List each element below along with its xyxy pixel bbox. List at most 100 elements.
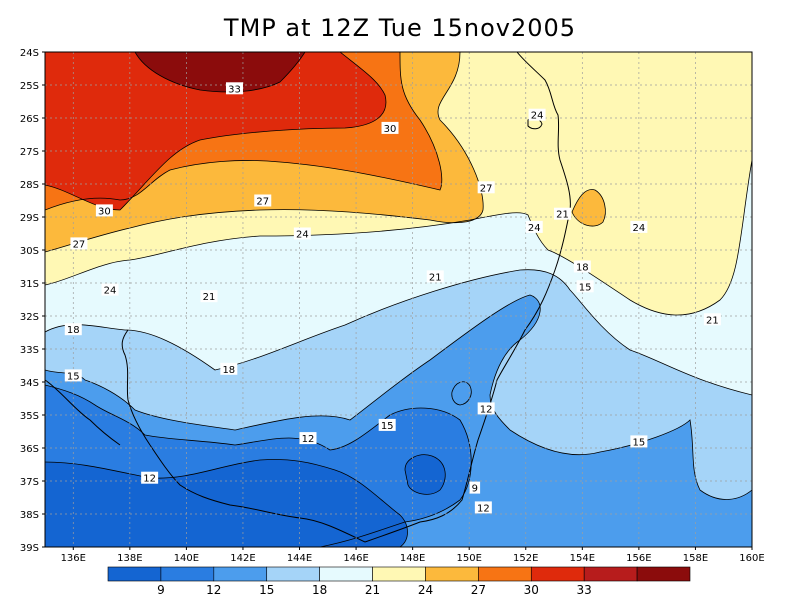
colorbar-label: 33: [577, 583, 592, 597]
contour-label: 27: [73, 239, 86, 250]
contour-label-bg: [254, 194, 272, 207]
contour-label: 33: [228, 84, 241, 95]
contour-label-bg: [528, 108, 546, 121]
contour-label-bg: [95, 204, 113, 217]
lat-tick-label: 37S: [20, 477, 39, 488]
contour-label-bg: [381, 121, 399, 134]
colorbar-label: 15: [259, 583, 274, 597]
colorbar-label: 9: [157, 583, 165, 597]
lat-tick-label: 39S: [20, 543, 39, 554]
border-line: [45, 379, 121, 446]
lon-tick-label: 150E: [456, 553, 481, 564]
contour-label-bg: [554, 207, 572, 220]
contour-label: 27: [256, 197, 269, 208]
contour-label: 15: [67, 371, 80, 382]
contour-label: 21: [429, 272, 442, 283]
contour-label: 24: [531, 111, 544, 122]
contour-label-bg: [426, 270, 444, 283]
contour-label-bg: [630, 435, 648, 448]
contour-line: [45, 459, 408, 547]
contour-label-bg: [225, 82, 243, 95]
colorbar-swatch: [583, 566, 638, 582]
colorbar: 9 12 15 18 21 24 27 30 33: [107, 566, 691, 597]
contour-label-bg: [141, 471, 159, 484]
field-9-core: [405, 454, 446, 495]
field-33-plus: [135, 52, 305, 92]
contour-label-bg: [477, 402, 495, 415]
lat-tick-label: 26S: [20, 114, 39, 125]
contour-label: 30: [98, 206, 111, 217]
colorbar-swatch: [266, 566, 320, 582]
lat-tick-label: 36S: [20, 444, 39, 455]
coastline-east: [364, 52, 571, 543]
contour-label: 12: [477, 503, 490, 514]
contour-label-bg: [630, 220, 648, 233]
contour-labels: 33 30 30 27 27 27 24 24 24 24 24 21 21 21 21 18 18 18 15 15…: [64, 82, 721, 514]
colorbar-swatch: [372, 566, 426, 582]
coastline-south: [149, 444, 366, 543]
contour-label: 12: [302, 434, 315, 445]
contour-line: [45, 159, 752, 316]
lat-tick-label: 31S: [20, 279, 39, 290]
lat-tick-label: 32S: [20, 312, 39, 323]
contour-label-bg: [474, 501, 492, 514]
lon-tick-label: 146E: [343, 553, 368, 564]
lat-tick-label: 35S: [20, 411, 39, 422]
contour-label-bg: [469, 481, 481, 494]
lat-tick-label: 27S: [20, 147, 39, 158]
contour-label: 21: [556, 210, 569, 221]
contour-label-bg: [200, 290, 218, 303]
field-lowest-left: [45, 459, 408, 547]
shaded-fields: [45, 52, 752, 547]
contour-line: [45, 269, 752, 396]
map-frame: [44, 51, 753, 548]
contour-label: 18: [576, 263, 589, 274]
lon-tick-label: 154E: [570, 553, 595, 564]
lon-tick-label: 158E: [683, 553, 708, 564]
contour-label: 24: [104, 286, 117, 297]
colorbar-swatch: [319, 566, 373, 582]
lat-tick-label: 30S: [20, 246, 39, 257]
colorbar-swatch: [160, 566, 215, 582]
contour-label: 12: [480, 404, 493, 415]
contour-label: 30: [384, 124, 397, 135]
colorbar-swatch: [530, 566, 585, 582]
contour-line: [45, 294, 752, 500]
contour-label: 15: [633, 437, 646, 448]
contour-label: 18: [222, 365, 235, 376]
contour-label-bg: [573, 260, 591, 273]
border-line: [121, 329, 151, 446]
colorbar-swatch: [107, 566, 162, 582]
lon-tick-label: 148E: [400, 553, 425, 564]
contour-label: 21: [706, 315, 719, 326]
latitude-labels: 24S 25S 26S 27S 28S 29S 30S 31S 32S 33S 34S 35S 36S 3…: [20, 48, 45, 554]
lon-tick-label: 144E: [287, 553, 312, 564]
colorbar-label: 27: [471, 583, 486, 597]
colorbar-label: 18: [312, 583, 327, 597]
lat-tick-label: 29S: [20, 213, 39, 224]
contour-label-bg: [64, 323, 82, 336]
contour-label-bg: [70, 237, 88, 250]
chart-title: TMP at 12Z Tue 15nov2005: [223, 14, 577, 42]
colorbar-swatch: [213, 566, 268, 582]
lat-tick-label: 28S: [20, 180, 39, 191]
field-15-18-island: [451, 381, 472, 405]
coastline: [45, 52, 571, 543]
contour-label-bg: [299, 432, 317, 445]
lon-tick-label: 136E: [61, 553, 86, 564]
contour-label-bg: [220, 362, 238, 375]
colorbar-swatch: [478, 566, 532, 582]
lon-tick-label: 138E: [117, 553, 142, 564]
contour-line: [45, 384, 472, 547]
lat-tick-label: 34S: [20, 378, 39, 389]
contour-label-bg: [477, 181, 495, 194]
lon-tick-label: 156E: [626, 553, 651, 564]
lon-tick-label: 160E: [739, 553, 764, 564]
contour-label: 15: [579, 282, 592, 293]
contour-label-bg: [101, 283, 119, 296]
colorbar-swatch: [425, 566, 479, 582]
longitude-labels: 136E 138E 140E 142E 144E 146E 148E 150E 152E 154E…: [61, 547, 765, 564]
contour-label: 12: [143, 474, 156, 485]
contour-label: 9: [472, 484, 478, 495]
